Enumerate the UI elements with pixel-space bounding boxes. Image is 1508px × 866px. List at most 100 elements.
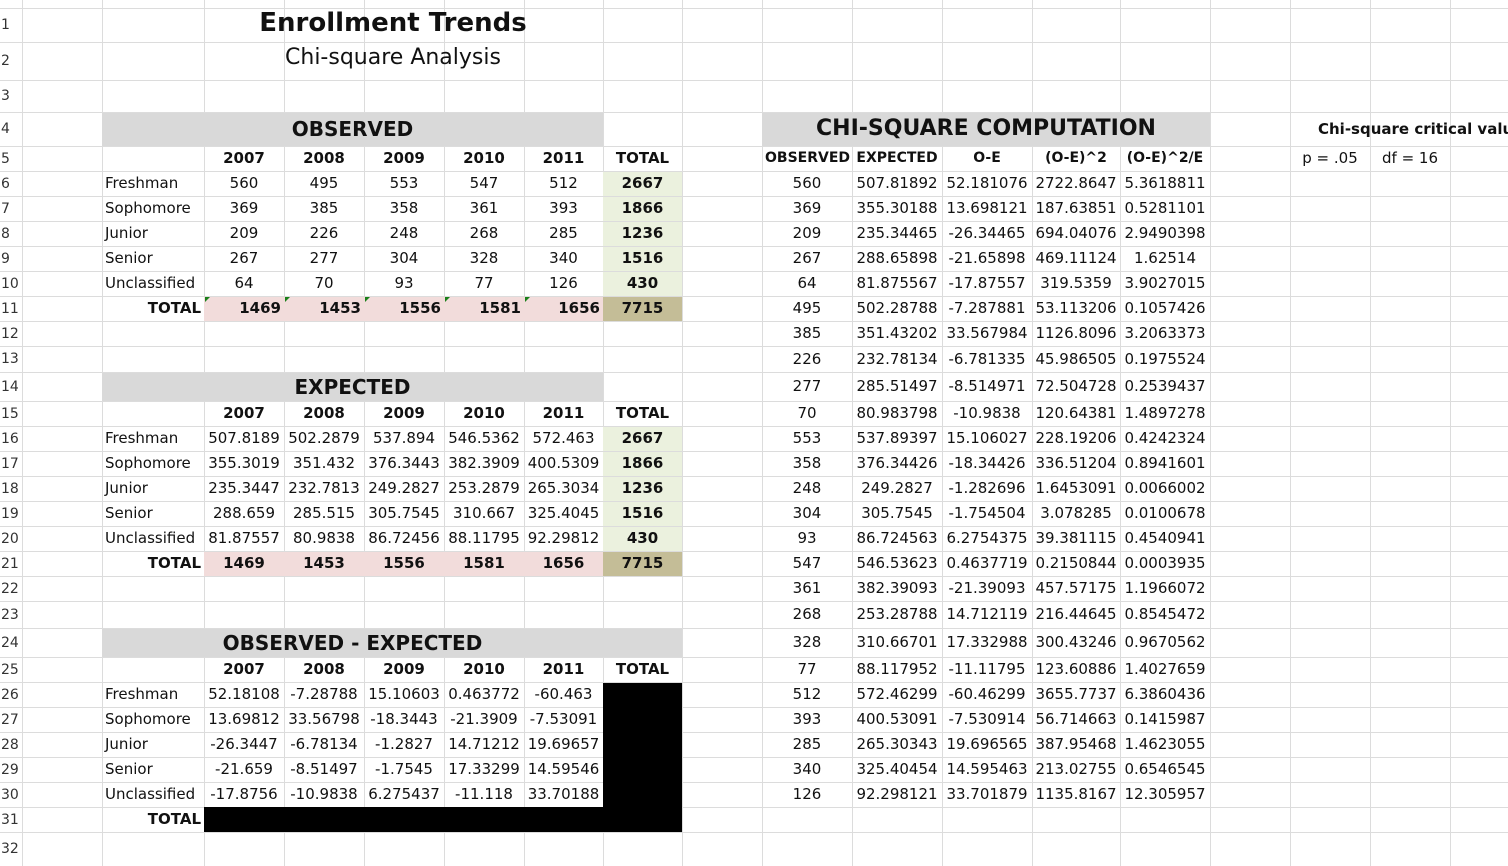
row-total-cell[interactable]: 2667: [621, 429, 664, 447]
row-label[interactable]: Sophomore: [105, 454, 191, 472]
row-number[interactable]: 12: [1, 326, 19, 342]
chi-cell[interactable]: 0.9670562: [1124, 633, 1206, 651]
chi-cell[interactable]: 249.2827: [861, 479, 933, 497]
chi-cell[interactable]: -1.282696: [948, 479, 1026, 497]
table-cell[interactable]: 328: [469, 249, 499, 267]
table-cell[interactable]: -21.3909: [450, 710, 518, 728]
row-number[interactable]: 31: [1, 812, 19, 828]
row-number[interactable]: 19: [1, 506, 19, 522]
chi-cell[interactable]: 70: [797, 404, 817, 422]
table-cell[interactable]: 310.667: [452, 504, 516, 522]
chi-cell[interactable]: 355.30188: [856, 199, 938, 217]
table-cell[interactable]: 15.10603: [368, 685, 440, 703]
table-cell[interactable]: -7.53091: [529, 710, 598, 728]
table-cell[interactable]: 17.33299: [448, 760, 520, 778]
column-header[interactable]: 2008: [303, 149, 345, 167]
chi-cell[interactable]: 319.5359: [1040, 274, 1112, 292]
total-row-label[interactable]: TOTAL: [147, 299, 201, 317]
table-cell[interactable]: 253.2879: [448, 479, 520, 497]
row-label[interactable]: Senior: [105, 504, 153, 522]
table-cell[interactable]: 400.5309: [527, 454, 600, 472]
row-label[interactable]: Freshman: [105, 685, 179, 703]
chi-cell[interactable]: -7.287881: [948, 299, 1026, 317]
column-header[interactable]: 2011: [542, 660, 585, 678]
table-cell[interactable]: 70: [314, 274, 334, 292]
chi-cell[interactable]: 187.63851: [1035, 199, 1117, 217]
table-cell[interactable]: 267: [229, 249, 259, 267]
chi-cell[interactable]: 361: [792, 579, 822, 597]
chi-cell[interactable]: 2.9490398: [1124, 224, 1206, 242]
row-number[interactable]: 27: [1, 712, 19, 728]
chi-cell[interactable]: 694.04076: [1035, 224, 1117, 242]
table-cell[interactable]: -7.28788: [290, 685, 358, 703]
grand-total-cell[interactable]: 7715: [621, 554, 664, 572]
chi-cell[interactable]: 1.62514: [1133, 249, 1197, 267]
table-cell[interactable]: 285.515: [292, 504, 356, 522]
chi-cell[interactable]: 3655.7737: [1035, 685, 1117, 703]
table-cell[interactable]: 126: [549, 274, 578, 292]
table-cell[interactable]: 265.3034: [527, 479, 600, 497]
row-label[interactable]: Sophomore: [105, 199, 191, 217]
table-cell[interactable]: 93: [394, 274, 414, 292]
chi-cell[interactable]: 213.02755: [1035, 760, 1117, 778]
chi-cell[interactable]: 53.113206: [1035, 299, 1117, 317]
chi-cell[interactable]: 64: [797, 274, 817, 292]
table-cell[interactable]: 235.3447: [208, 479, 280, 497]
table-cell[interactable]: 64: [234, 274, 254, 292]
table-cell[interactable]: 33.70188: [527, 785, 600, 803]
chi-cell[interactable]: 235.34465: [856, 224, 938, 242]
chi-cell[interactable]: 385: [792, 324, 822, 342]
table-cell[interactable]: 393: [549, 199, 578, 217]
chi-cell[interactable]: -6.781335: [948, 350, 1026, 368]
row-label[interactable]: Freshman: [105, 174, 179, 192]
row-label[interactable]: Unclassified: [105, 529, 196, 547]
row-total-cell[interactable]: 2667: [621, 174, 664, 192]
chi-cell[interactable]: 14.595463: [946, 760, 1028, 778]
total-row-label[interactable]: TOTAL: [147, 554, 201, 572]
row-number[interactable]: 26: [1, 687, 19, 703]
row-number[interactable]: 29: [1, 762, 19, 778]
row-number[interactable]: 24: [1, 635, 19, 651]
row-number[interactable]: 10: [1, 276, 19, 292]
chi-cell[interactable]: 336.51204: [1035, 454, 1117, 472]
chi-cell[interactable]: 369: [792, 199, 822, 217]
chi-cell[interactable]: 0.0100678: [1124, 504, 1206, 522]
row-label[interactable]: Senior: [105, 249, 153, 267]
chi-cell[interactable]: 0.5281101: [1124, 199, 1206, 217]
chi-cell[interactable]: 1.6453091: [1035, 479, 1117, 497]
chi-cell[interactable]: 512: [792, 685, 822, 703]
table-cell[interactable]: 232.7813: [288, 479, 360, 497]
chi-cell[interactable]: 285.51497: [856, 377, 938, 395]
chi-cell[interactable]: 0.0066002: [1124, 479, 1206, 497]
table-cell[interactable]: 6.275437: [368, 785, 440, 803]
table-cell[interactable]: 305.7545: [368, 504, 440, 522]
row-label[interactable]: Unclassified: [105, 785, 196, 803]
chi-cell[interactable]: 216.44645: [1035, 605, 1117, 623]
chi-cell[interactable]: 1.4027659: [1124, 660, 1206, 678]
table-cell[interactable]: 361: [469, 199, 499, 217]
table-cell[interactable]: 553: [389, 174, 419, 192]
column-total-cell[interactable]: 1556: [383, 554, 425, 572]
table-cell[interactable]: -6.78134: [290, 735, 358, 753]
table-cell[interactable]: -17.8756: [210, 785, 278, 803]
chi-cell[interactable]: 560: [792, 174, 822, 192]
chi-cell[interactable]: 267: [792, 249, 822, 267]
chi-cell[interactable]: 277: [792, 377, 822, 395]
table-cell[interactable]: 572.463: [532, 429, 595, 447]
table-cell[interactable]: 355.3019: [208, 454, 280, 472]
row-label[interactable]: Sophomore: [105, 710, 191, 728]
table-cell[interactable]: 385: [309, 199, 339, 217]
chi-cell[interactable]: 92.298121: [856, 785, 938, 803]
table-cell[interactable]: 376.3443: [368, 454, 440, 472]
row-total-cell[interactable]: 430: [626, 274, 659, 292]
table-cell[interactable]: 77: [474, 274, 494, 292]
row-label[interactable]: Senior: [105, 760, 153, 778]
table-cell[interactable]: 547: [469, 174, 499, 192]
row-number[interactable]: 16: [1, 431, 19, 447]
chi-cell[interactable]: -11.11795: [948, 660, 1026, 678]
row-total-cell[interactable]: 1236: [621, 224, 664, 242]
table-cell[interactable]: -10.9838: [290, 785, 358, 803]
chi-cell[interactable]: 469.11124: [1035, 249, 1117, 267]
chi-cell[interactable]: 6.3860436: [1124, 685, 1206, 703]
chi-cell[interactable]: 72.504728: [1035, 377, 1117, 395]
